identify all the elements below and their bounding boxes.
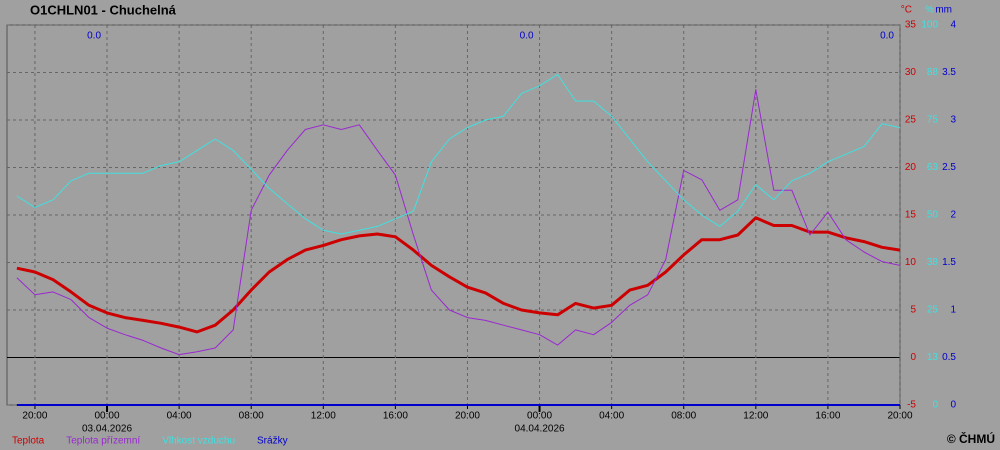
- y3-tick-label: 1.5: [942, 257, 956, 268]
- x-tick-label: 20:00: [22, 411, 47, 422]
- legend-entry: Teplota přízemní: [66, 436, 140, 447]
- y-tick-label: 25: [905, 115, 917, 126]
- y2-axis-label: %: [925, 5, 934, 16]
- chart-title: O1CHLN01 - Chuchelná: [30, 2, 177, 17]
- y3-tick-label: 1: [950, 305, 956, 316]
- annotation: 0.0: [520, 31, 534, 42]
- x-tick-label: 20:00: [455, 411, 480, 422]
- legend-entry: Vlhkost vzduchu: [162, 436, 235, 447]
- x-tick-label: 00:00: [95, 411, 120, 422]
- y-tick-label: 15: [905, 210, 917, 221]
- y3-tick-label: 2: [950, 210, 956, 221]
- y-tick-label: 5: [910, 305, 916, 316]
- x-tick-date: 03.04.2026: [82, 424, 132, 435]
- y-tick-label: 0: [910, 352, 916, 363]
- annotation: 0.0: [880, 31, 894, 42]
- y-tick-label: 20: [905, 162, 917, 173]
- y2-tick-label: 88: [927, 67, 939, 78]
- x-tick-date: 04.04.2026: [515, 424, 565, 435]
- series-line: [16, 73, 901, 235]
- y3-tick-label: 3.5: [942, 67, 956, 78]
- y-tick-label: -5: [907, 400, 916, 411]
- y2-tick-label: 100: [921, 20, 938, 31]
- y-tick-label: 10: [905, 257, 917, 268]
- y3-tick-label: 4: [950, 20, 956, 31]
- y-tick-label: 30: [905, 67, 917, 78]
- x-tick-label: 08:00: [671, 411, 696, 422]
- y2-tick-label: 38: [927, 257, 939, 268]
- legend-entry: Srážky: [257, 436, 288, 447]
- y2-tick-label: 75: [927, 115, 939, 126]
- y3-axis-label: mm: [935, 5, 952, 16]
- y2-tick-label: 50: [927, 210, 939, 221]
- x-tick-label: 04:00: [167, 411, 192, 422]
- y-axis-label: °C: [901, 5, 912, 16]
- y2-tick-label: 13: [927, 352, 939, 363]
- x-tick-label: 16:00: [815, 411, 840, 422]
- y3-tick-label: 2.5: [942, 162, 956, 173]
- x-tick-label: 16:00: [383, 411, 408, 422]
- x-tick-label: 08:00: [239, 411, 264, 422]
- x-tick-label: 20:00: [887, 411, 912, 422]
- y-tick-label: 35: [905, 20, 917, 31]
- copyright: © ČHMÚ: [947, 431, 995, 446]
- legend-entry: Teplota: [12, 436, 45, 447]
- y2-tick-label: 63: [927, 162, 939, 173]
- y3-tick-label: 0.5: [942, 352, 956, 363]
- x-tick-label: 00:00: [527, 411, 552, 422]
- y3-tick-label: 3: [950, 115, 956, 126]
- annotation: 0.0: [87, 31, 101, 42]
- y2-tick-label: 0: [932, 400, 938, 411]
- x-tick-label: 04:00: [599, 411, 624, 422]
- y3-tick-label: 0: [950, 400, 956, 411]
- series-line: [16, 89, 901, 356]
- x-tick-label: 12:00: [743, 411, 768, 422]
- x-tick-label: 12:00: [311, 411, 336, 422]
- y2-tick-label: 25: [927, 305, 939, 316]
- series-line: [16, 216, 901, 334]
